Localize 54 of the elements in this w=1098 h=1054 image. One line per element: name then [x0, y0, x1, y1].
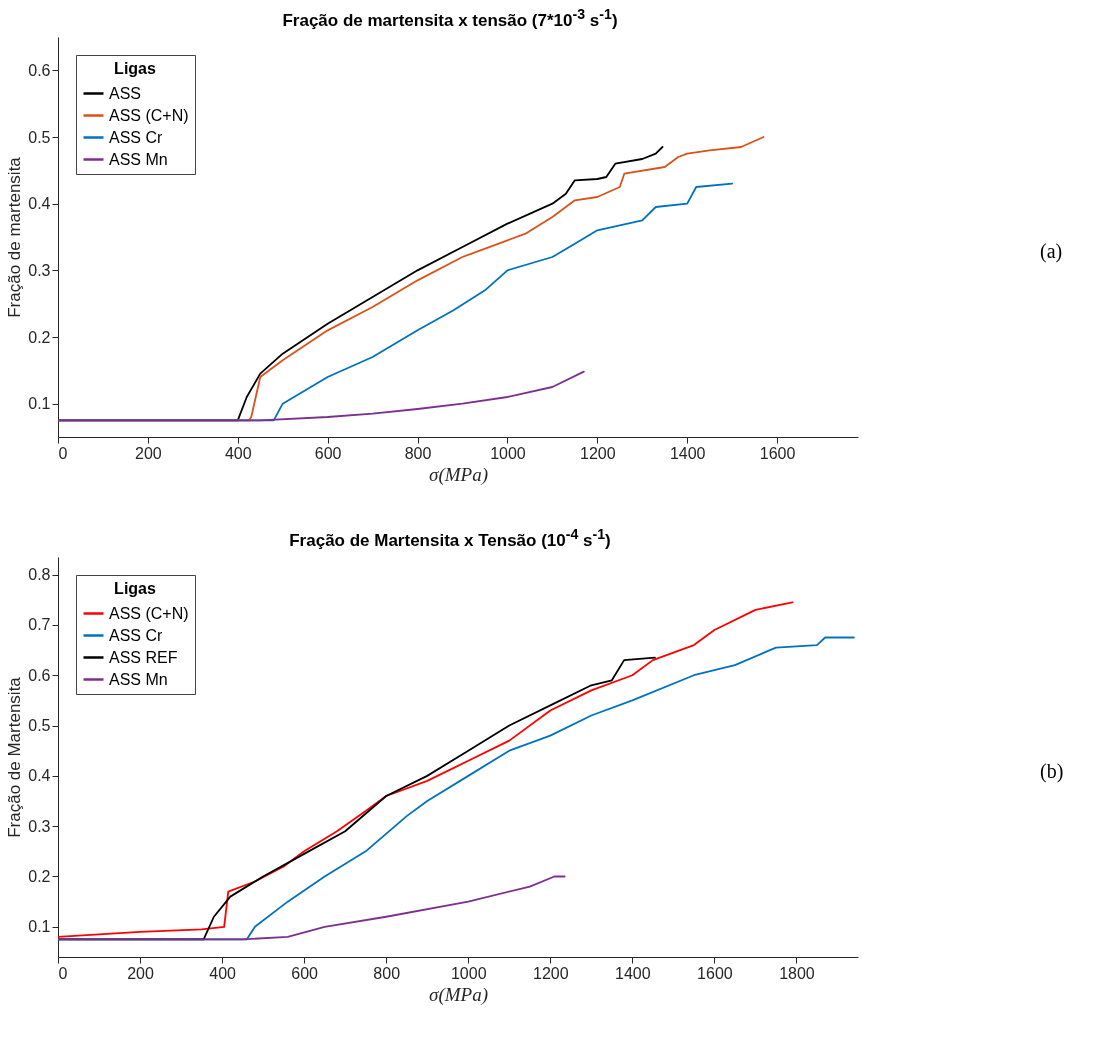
- x-tick-label: 1800: [779, 964, 815, 982]
- line-series: [58, 875, 566, 941]
- x-tick-label: 200: [135, 444, 162, 462]
- y-tick-label: 0.3: [28, 261, 51, 279]
- x-axis-title: σ(MPa): [429, 983, 488, 1006]
- legend-label: ASS (C+N): [109, 106, 189, 124]
- chart-title: Fração de Martensita x Tensão (10$^{-4}$ s$^{-1}$): [288, 525, 612, 552]
- y-tick-label: 0.5: [28, 128, 51, 146]
- chart-title: Fração de martensita x tensão (7*10$^{-3}$ s$^{-1}$): [281, 5, 619, 32]
- legend-label: ASS Mn: [109, 670, 168, 688]
- x-tick-label: 0: [58, 964, 68, 982]
- y-tick-label: 0.7: [28, 616, 51, 634]
- x-axis-title: σ(MPa): [429, 463, 488, 486]
- y-tick-label: 0.2: [28, 868, 51, 885]
- y-tick-label: 0.1: [28, 395, 51, 413]
- legend-label: ASS Cr: [109, 626, 164, 644]
- y-tick-label: 0.4: [28, 767, 51, 785]
- line-series: [58, 601, 794, 938]
- line-series: [58, 370, 585, 422]
- y-tick-label: 0.8: [28, 566, 51, 584]
- x-tick-label: 200: [127, 964, 154, 982]
- x-tick-label: 1000: [490, 444, 526, 462]
- x-tick-label: 800: [373, 964, 401, 982]
- x-tick-label: 400: [224, 444, 252, 462]
- x-tick-label: 400: [209, 964, 237, 982]
- y-tick-label: 0.5: [28, 717, 51, 735]
- y-tick-label: 0.6: [28, 61, 51, 79]
- legend-label: ASS Cr: [109, 128, 164, 146]
- x-tick-label: 1000: [450, 964, 487, 982]
- y-tick-label: 0.4: [28, 195, 51, 213]
- x-tick-label: 0: [58, 444, 68, 462]
- y-tick-label: 0.6: [28, 666, 51, 684]
- legend-label: ASS (C+N): [109, 604, 189, 622]
- x-tick-label: 600: [314, 444, 342, 462]
- x-tick-label: 800: [404, 444, 432, 462]
- y-tick-label: 0.1: [28, 918, 51, 936]
- legend-label: ASS Mn: [109, 150, 168, 168]
- x-tick-label: 1200: [533, 964, 569, 982]
- x-tick-label: 1600: [697, 964, 733, 982]
- legend-label: ASS REF: [109, 648, 178, 666]
- legend-label: ASS: [109, 84, 142, 102]
- x-tick-label: 1600: [759, 444, 796, 462]
- x-tick-label: 1400: [615, 964, 651, 982]
- legend-title: Ligas: [114, 580, 156, 597]
- x-tick-label: 600: [291, 964, 319, 982]
- legend-title: Ligas: [114, 60, 156, 77]
- text: (b): [1040, 760, 1064, 783]
- text: (a): [1040, 240, 1063, 263]
- y-axis-title: Fração de Martensita: [5, 676, 25, 838]
- x-tick-label: 1400: [669, 444, 706, 462]
- x-tick-label: 1200: [580, 444, 616, 462]
- y-axis-title: Fração de martensita: [5, 156, 25, 318]
- y-tick-label: 0.3: [28, 817, 51, 835]
- y-tick-label: 0.2: [28, 328, 51, 346]
